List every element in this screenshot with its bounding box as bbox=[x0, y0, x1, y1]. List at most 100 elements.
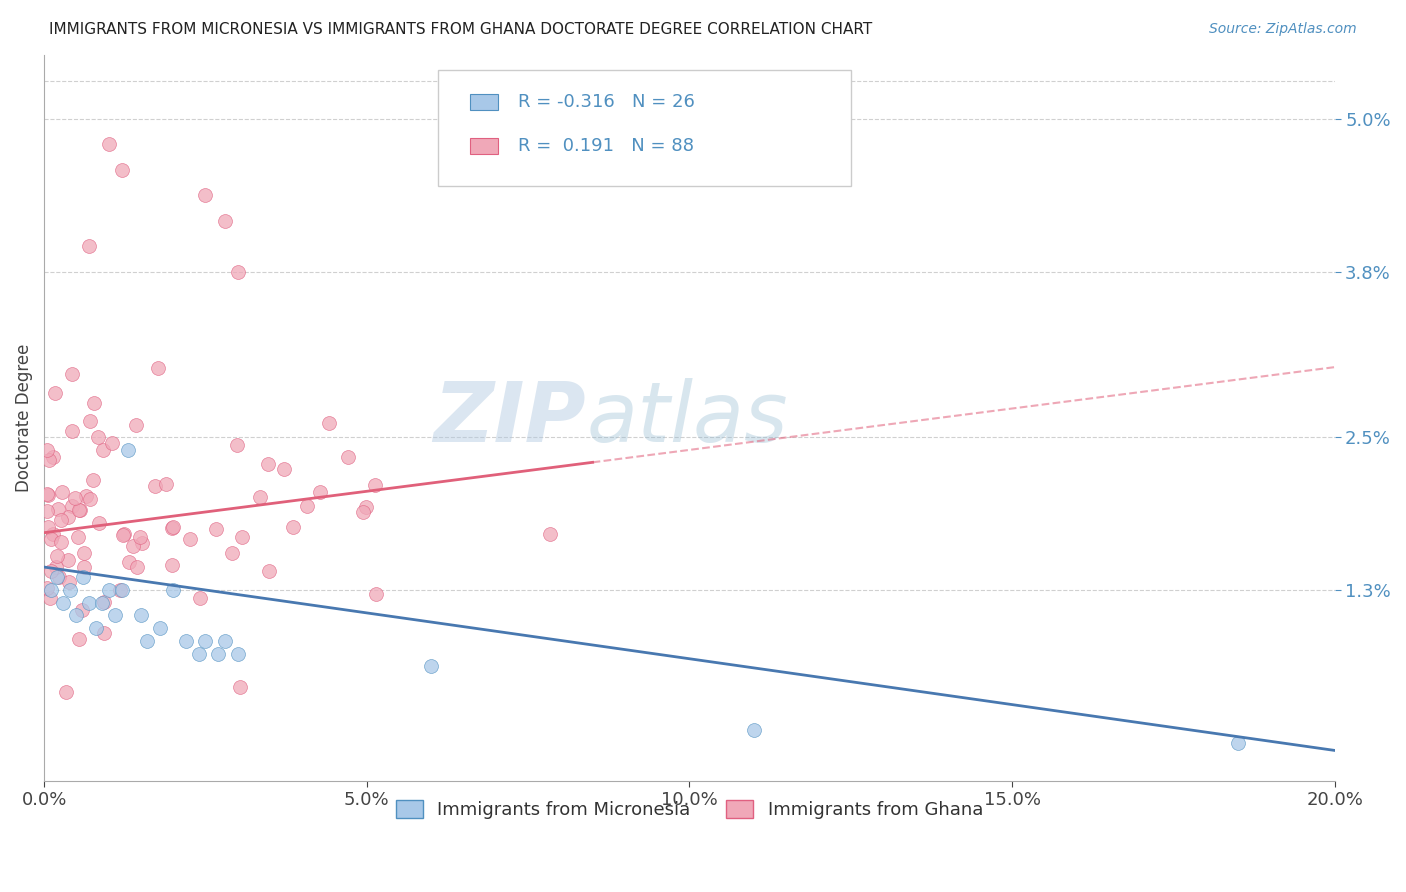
Point bbox=[45, 560, 67, 574]
Point bbox=[356, 500, 378, 515]
Point bbox=[42, 450, 65, 465]
Point bbox=[84, 621, 107, 635]
Text: R = -0.316   N = 26: R = -0.316 N = 26 bbox=[517, 94, 695, 112]
Point bbox=[49, 534, 72, 549]
Point bbox=[79, 596, 101, 610]
Point bbox=[37, 486, 59, 500]
Point bbox=[205, 522, 228, 536]
Point bbox=[97, 137, 120, 152]
Point bbox=[104, 608, 127, 623]
Point bbox=[162, 520, 184, 534]
Point bbox=[108, 582, 131, 597]
Point bbox=[297, 499, 319, 513]
Point bbox=[231, 530, 253, 544]
Point bbox=[46, 570, 69, 584]
Point bbox=[58, 575, 80, 590]
Point bbox=[39, 591, 62, 605]
Point bbox=[149, 621, 172, 635]
Point bbox=[226, 647, 249, 661]
Point bbox=[86, 430, 108, 444]
Point bbox=[118, 555, 141, 569]
Point bbox=[39, 564, 62, 578]
Point bbox=[65, 608, 87, 623]
Bar bbox=[470, 95, 498, 111]
Text: R =  0.191   N = 88: R = 0.191 N = 88 bbox=[517, 136, 693, 155]
Legend: Immigrants from Micronesia, Immigrants from Ghana: Immigrants from Micronesia, Immigrants f… bbox=[388, 793, 991, 826]
Text: Source: ZipAtlas.com: Source: ZipAtlas.com bbox=[1209, 22, 1357, 37]
FancyBboxPatch shape bbox=[437, 70, 851, 186]
Point bbox=[46, 502, 69, 516]
Point bbox=[72, 602, 94, 616]
Text: IMMIGRANTS FROM MICRONESIA VS IMMIGRANTS FROM GHANA DOCTORATE DEGREE CORRELATION: IMMIGRANTS FROM MICRONESIA VS IMMIGRANTS… bbox=[49, 22, 873, 37]
Point bbox=[112, 527, 135, 541]
Point bbox=[221, 546, 243, 560]
Point bbox=[83, 396, 105, 410]
Point bbox=[148, 360, 170, 375]
Point bbox=[37, 488, 59, 502]
Point bbox=[89, 516, 111, 530]
Point bbox=[125, 417, 148, 432]
Point bbox=[129, 608, 152, 623]
Y-axis label: Doctorate Degree: Doctorate Degree bbox=[15, 344, 32, 492]
Point bbox=[37, 520, 59, 534]
Point bbox=[101, 436, 124, 450]
Point bbox=[72, 570, 94, 584]
Point bbox=[51, 485, 73, 500]
Point bbox=[93, 595, 115, 609]
Point bbox=[229, 680, 252, 694]
Point bbox=[60, 500, 83, 514]
Point bbox=[48, 570, 70, 584]
Point bbox=[194, 188, 217, 202]
Point bbox=[352, 505, 374, 519]
Point bbox=[59, 582, 82, 597]
Point bbox=[67, 632, 90, 646]
Point bbox=[39, 582, 62, 597]
Point bbox=[58, 553, 80, 567]
Point bbox=[136, 634, 159, 648]
Point bbox=[188, 647, 211, 661]
Point bbox=[79, 239, 101, 253]
Point bbox=[162, 582, 184, 597]
Point bbox=[73, 546, 96, 560]
Point bbox=[110, 582, 132, 597]
Point bbox=[112, 527, 135, 541]
Point bbox=[122, 539, 145, 553]
Point bbox=[97, 582, 120, 597]
Point bbox=[82, 473, 104, 487]
Point bbox=[214, 213, 236, 227]
Point bbox=[226, 265, 249, 279]
Point bbox=[160, 521, 183, 535]
Point bbox=[309, 484, 332, 499]
Point bbox=[38, 453, 60, 467]
Point bbox=[60, 424, 83, 438]
Point bbox=[91, 442, 114, 457]
Point bbox=[66, 530, 89, 544]
Point bbox=[44, 385, 66, 400]
Point bbox=[42, 526, 65, 541]
Point bbox=[283, 520, 305, 534]
Point bbox=[207, 647, 229, 661]
Text: atlas: atlas bbox=[586, 377, 787, 458]
Point bbox=[249, 490, 271, 504]
Point bbox=[226, 438, 249, 452]
Point bbox=[51, 513, 73, 527]
Point bbox=[318, 416, 340, 430]
Point bbox=[52, 596, 75, 610]
Point bbox=[125, 559, 148, 574]
Point bbox=[420, 659, 443, 673]
Point bbox=[162, 558, 184, 572]
Point bbox=[155, 477, 177, 491]
Point bbox=[336, 450, 359, 464]
Point bbox=[37, 581, 59, 595]
Point bbox=[364, 587, 387, 601]
Point bbox=[128, 530, 150, 544]
Point bbox=[273, 462, 295, 476]
Point bbox=[131, 535, 153, 549]
Point bbox=[60, 367, 83, 381]
Point bbox=[69, 503, 91, 517]
Point bbox=[37, 442, 59, 457]
Bar bbox=[470, 138, 498, 153]
Point bbox=[256, 457, 278, 471]
Point bbox=[117, 442, 139, 457]
Point bbox=[73, 559, 96, 574]
